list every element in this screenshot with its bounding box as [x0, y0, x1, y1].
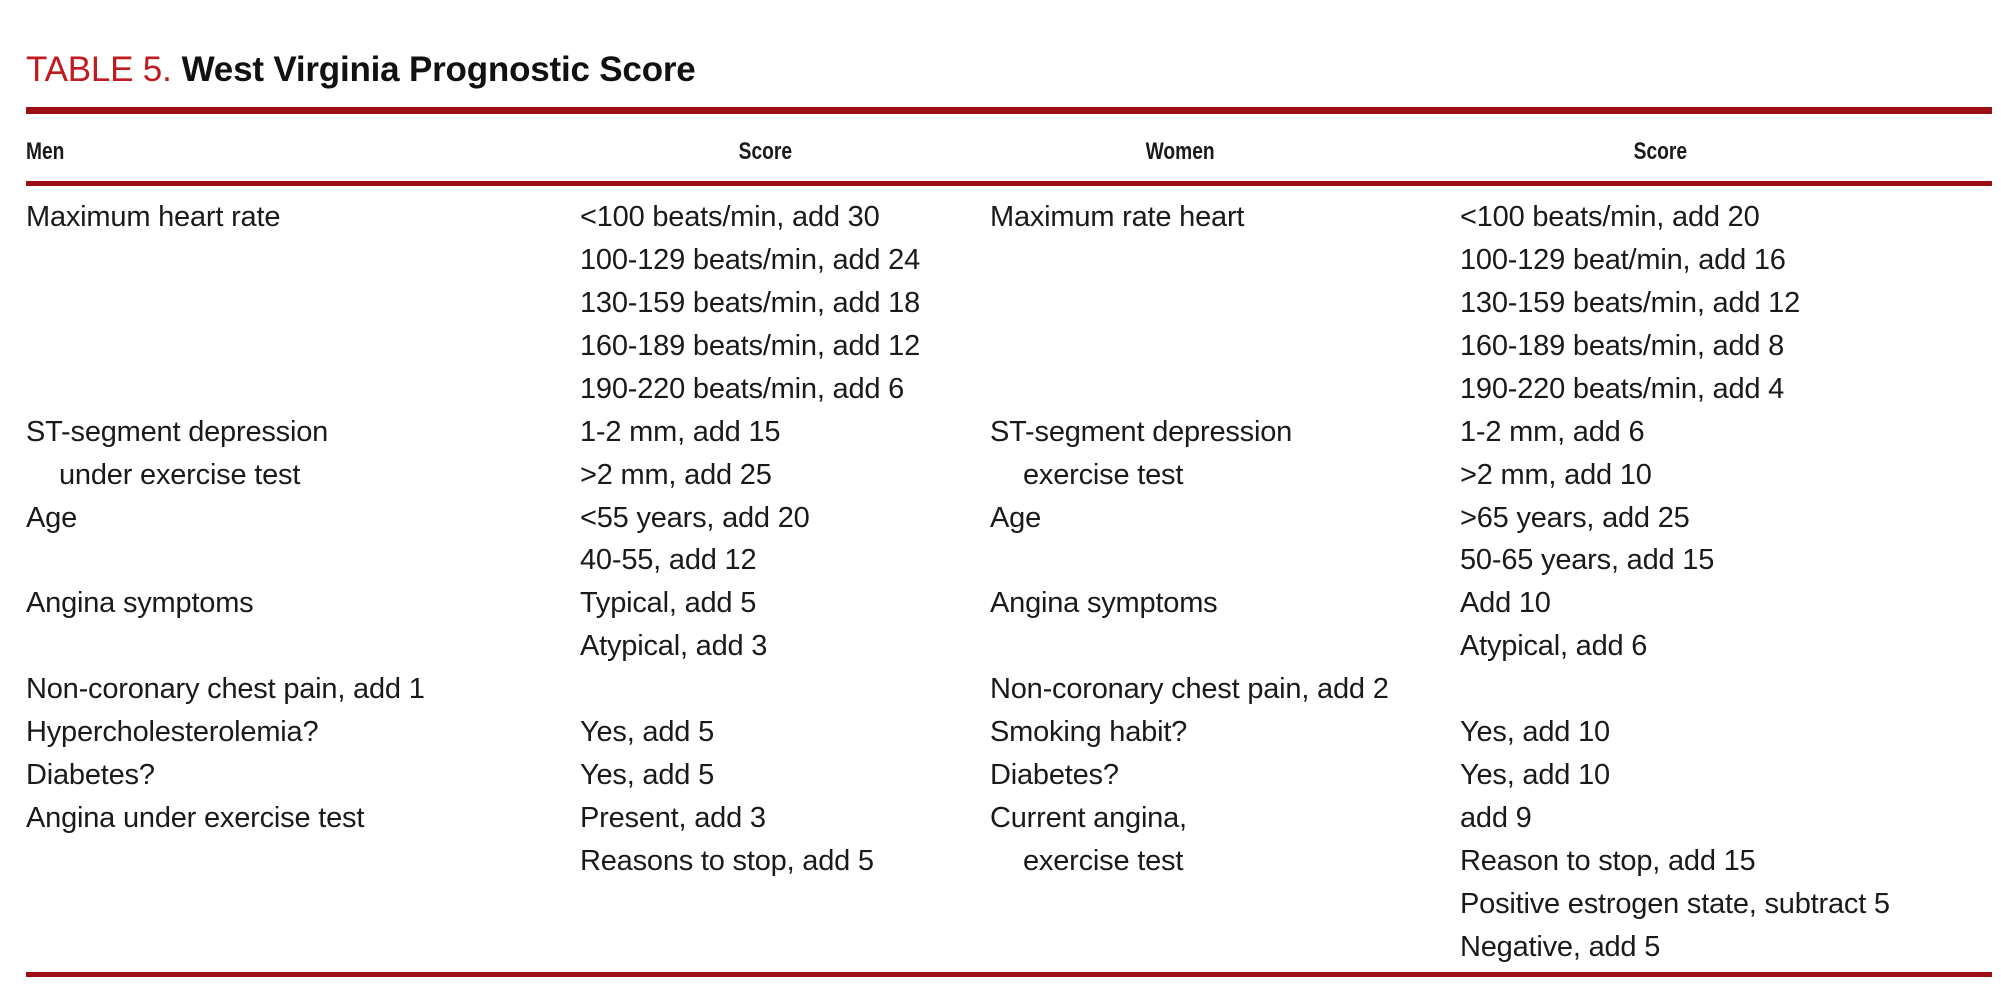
- men-score-cell: Present, add 3: [580, 802, 766, 835]
- women-score-cell: 160-189 beats/min, add 8: [1460, 329, 1785, 362]
- women-factor-cell: exercise test: [1023, 458, 1184, 491]
- women-score-cell: 1-2 mm, add 6: [1460, 415, 1645, 448]
- women-factor-cell: exercise test: [1023, 845, 1184, 878]
- table-row: Age <55 years, add 20 Age >65 years, add 25: [0, 497, 2001, 540]
- table-title-text: West Virginia Prognostic Score: [181, 50, 696, 89]
- men-score-cell: 190-220 beats/min, add 6: [580, 372, 905, 405]
- women-factor-cell: Angina symptoms: [990, 587, 1218, 620]
- women-score-cell: 190-220 beats/min, add 4: [1460, 372, 1785, 405]
- men-score-cell: 160-189 beats/min, add 12: [580, 329, 921, 362]
- women-score-cell: Yes, add 10: [1460, 716, 1610, 749]
- women-score-cell: Yes, add 10: [1460, 759, 1610, 792]
- table-row: under exercise test >2 mm, add 25 exercise…: [0, 454, 2001, 497]
- men-score-cell: Yes, add 5: [580, 759, 714, 792]
- table-row: 160-189 beats/min, add 12 160-189 beats/m…: [0, 325, 2001, 368]
- women-factor-cell: Maximum rate heart: [990, 200, 1245, 233]
- women-factor-cell: Age: [990, 501, 1041, 534]
- men-score-cell: >2 mm, add 25: [580, 458, 772, 491]
- table-row: Angina under exercise test Present, add 3…: [0, 797, 2001, 840]
- column-header-score-women: Score: [1633, 138, 1687, 165]
- table-row: Maximum heart rate <100 beats/min, add 30…: [0, 196, 2001, 239]
- table-row: Non-coronary chest pain, add 1 Non-corona…: [0, 668, 2001, 711]
- men-factor-cell: Age: [26, 501, 77, 534]
- men-factor-cell: under exercise test: [59, 458, 301, 491]
- women-score-cell: Positive estrogen state, subtract 5: [1460, 887, 1890, 920]
- table-row: 130-159 beats/min, add 18 130-159 beats/m…: [0, 282, 2001, 325]
- women-score-cell: Atypical, add 6: [1460, 630, 1648, 663]
- women-factor-cell: Smoking habit?: [990, 716, 1188, 749]
- men-score-cell: Reasons to stop, add 5: [580, 845, 874, 878]
- women-score-cell: <100 beats/min, add 20: [1460, 200, 1760, 233]
- table-row: Positive estrogen state, subtract 5: [0, 883, 2001, 926]
- men-score-cell: <55 years, add 20: [580, 501, 810, 534]
- men-factor-cell: ST-segment depression: [26, 415, 329, 448]
- men-score-cell: Atypical, add 3: [580, 630, 768, 663]
- men-factor-cell: Maximum heart rate: [26, 200, 281, 233]
- women-score-cell: 100-129 beat/min, add 16: [1460, 243, 1786, 276]
- women-factor-cell: ST-segment depression: [990, 415, 1293, 448]
- women-score-cell: Reason to stop, add 15: [1460, 845, 1756, 878]
- table-row: Reasons to stop, add 5 exercise test Reaso…: [0, 840, 2001, 883]
- men-factor-cell: Hypercholesterolemia?: [26, 716, 319, 749]
- men-score-cell: <100 beats/min, add 30: [580, 200, 880, 233]
- column-header-score-men: Score: [738, 138, 792, 165]
- women-score-cell: >65 years, add 25: [1460, 501, 1690, 534]
- men-factor-cell: Angina under exercise test: [26, 802, 365, 835]
- table-row: Angina symptoms Typical, add 5 Angina symp…: [0, 582, 2001, 625]
- table-row: Diabetes? Yes, add 5 Diabetes? Yes, add 10: [0, 754, 2001, 797]
- women-score-cell: 50-65 years, add 15: [1460, 544, 1715, 577]
- men-factor-cell: Angina symptoms: [26, 587, 254, 620]
- bottom-rule: [26, 972, 1992, 977]
- prognostic-score-table: Maximum heart rate <100 beats/min, add 30…: [0, 196, 2001, 969]
- table-row: Hypercholesterolemia? Yes, add 5 Smoking h…: [0, 711, 2001, 754]
- women-score-cell: >2 mm, add 10: [1460, 458, 1652, 491]
- men-score-cell: 40-55, add 12: [580, 544, 757, 577]
- women-factor-cell: Non-coronary chest pain, add 2: [990, 673, 1389, 706]
- table-row: 40-55, add 12 50-65 years, add 15: [0, 540, 2001, 583]
- table-row: ST-segment depression 1-2 mm, add 15 ST-se…: [0, 411, 2001, 454]
- women-score-cell: Negative, add 5: [1460, 930, 1661, 963]
- women-factor-cell: Current angina,: [990, 802, 1187, 835]
- men-score-cell: Yes, add 5: [580, 716, 714, 749]
- table-row: Negative, add 5: [0, 926, 2001, 969]
- title-rule: [26, 107, 1992, 114]
- header-rule: [26, 181, 1992, 186]
- men-score-cell: Typical, add 5: [580, 587, 757, 620]
- women-factor-cell: Diabetes?: [990, 759, 1119, 792]
- men-factor-cell: Non-coronary chest pain, add 1: [26, 673, 425, 706]
- women-score-cell: Add 10: [1460, 587, 1551, 620]
- men-score-cell: 100-129 beats/min, add 24: [580, 243, 921, 276]
- men-factor-cell: Diabetes?: [26, 759, 155, 792]
- table-number-label: TABLE 5.: [26, 50, 172, 89]
- table-row: 190-220 beats/min, add 6 190-220 beats/mi…: [0, 368, 2001, 411]
- women-score-cell: 130-159 beats/min, add 12: [1460, 286, 1801, 319]
- column-header-women: Women: [1145, 138, 1215, 165]
- women-score-cell: add 9: [1460, 802, 1532, 835]
- column-header-men: Men: [26, 138, 65, 165]
- men-score-cell: 1-2 mm, add 15: [580, 415, 781, 448]
- table-row: Atypical, add 3 Atypical, add 6: [0, 625, 2001, 668]
- table-row: 100-129 beats/min, add 24 100-129 beat/mi…: [0, 239, 2001, 282]
- men-score-cell: 130-159 beats/min, add 18: [580, 286, 921, 319]
- table-title: TABLE 5. West Virginia Prognostic Score: [26, 50, 696, 90]
